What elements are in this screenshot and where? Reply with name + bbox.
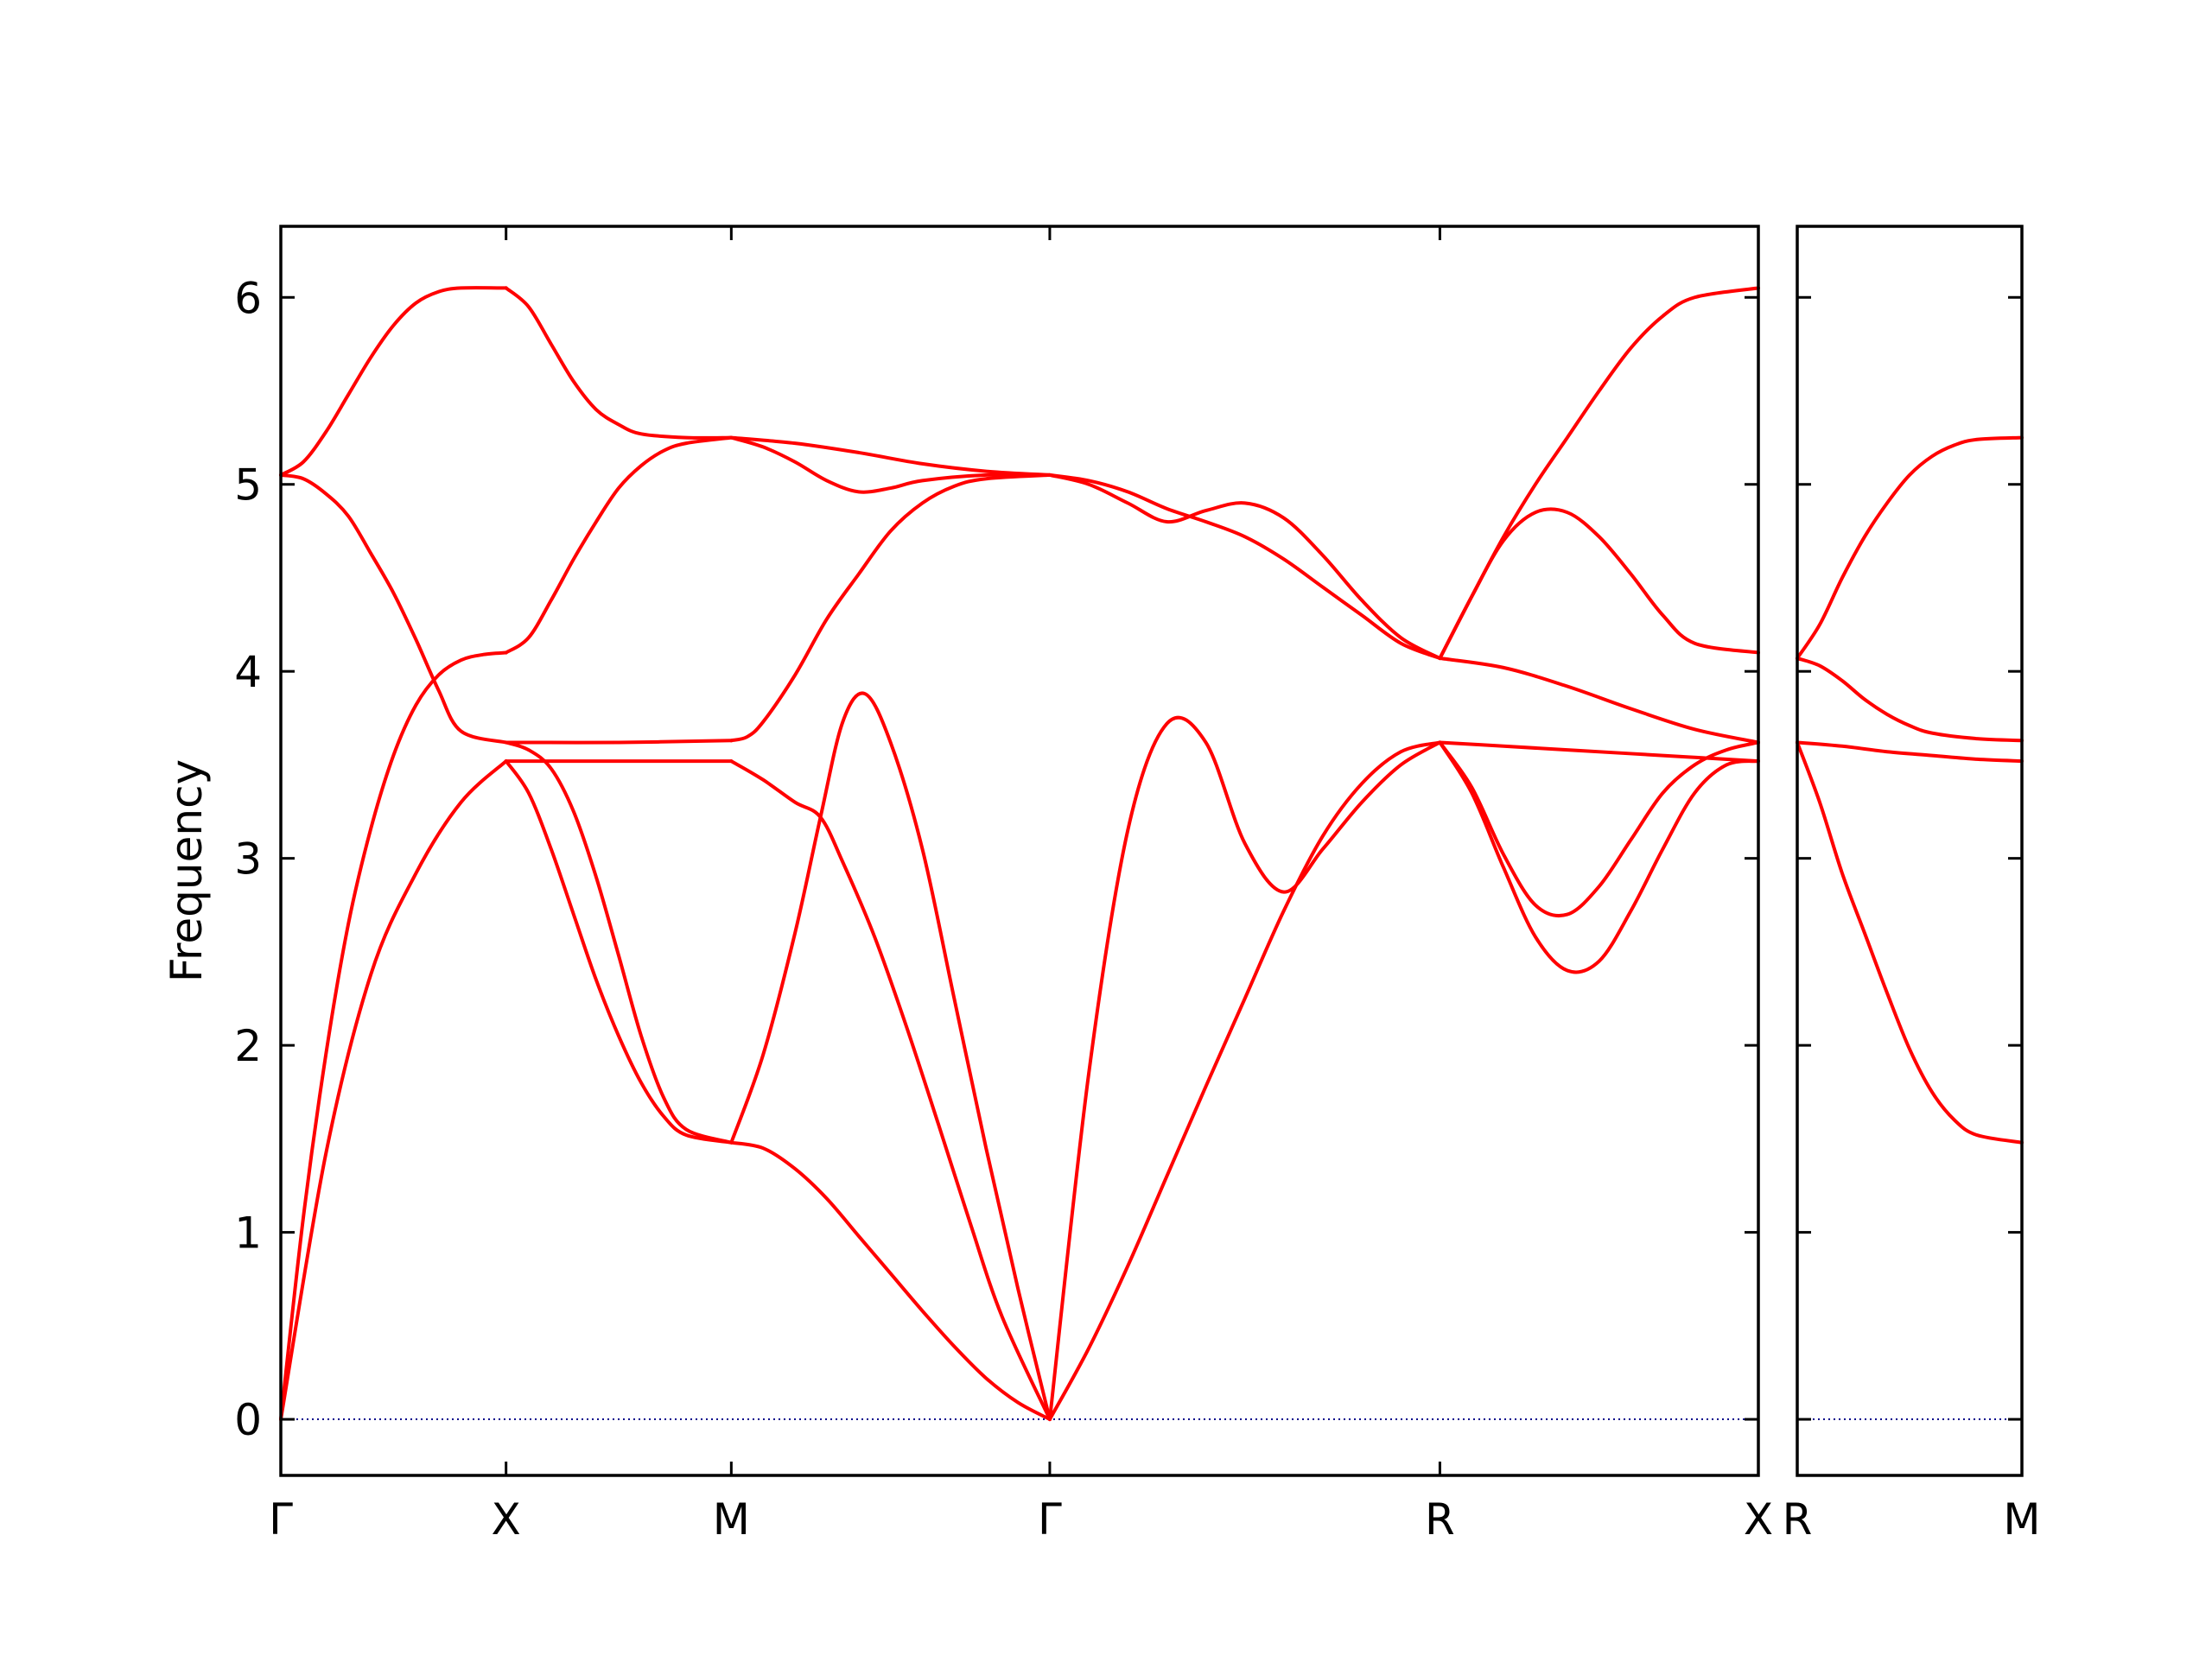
x-tick-label: X <box>1744 1494 1773 1545</box>
x-tick-label: M <box>2003 1494 2040 1545</box>
band-line-Γ-X-3 <box>279 473 508 745</box>
band-line-Γ-R-1 <box>1047 740 1442 1422</box>
band-line-R-M-2 <box>1796 740 2024 764</box>
band-line-Γ-X-1 <box>279 759 508 1422</box>
y-tick-label: 6 <box>234 273 262 323</box>
band-line-Γ-X-4 <box>279 286 508 477</box>
axes-frame <box>1796 225 2024 1477</box>
band-line-M-Γ-1 <box>729 1140 1052 1422</box>
band-line-X-M-6 <box>504 286 734 440</box>
band-line-X-M-1 <box>504 759 734 1145</box>
band-line-X-M-3 <box>504 739 734 745</box>
y-tick-label: 5 <box>234 460 262 511</box>
y-axis-label: Frequency <box>162 759 212 982</box>
band-line-M-Γ-2 <box>729 691 1052 1422</box>
band-line-R-X-2 <box>1438 740 1760 918</box>
band-line-R-M-4 <box>1796 435 2024 661</box>
bands <box>279 286 1760 1422</box>
x-tick-label: R <box>1783 1494 1813 1545</box>
band-line-R-X-5 <box>1438 507 1760 661</box>
band-line-M-Γ-6 <box>729 435 1052 477</box>
band-line-M-Γ-5 <box>729 435 1052 494</box>
band-line-M-Γ-4 <box>729 473 1052 743</box>
band-line-Γ-R-3 <box>1047 473 1442 661</box>
panel-1: 0 1 2 3 4 5 6 Γ X M Γ R X <box>234 225 1773 1545</box>
y-tick-label: 4 <box>234 647 262 697</box>
band-line-Γ-R-4 <box>1047 473 1442 661</box>
band-line-R-X-1 <box>1438 740 1760 974</box>
band-line-Γ-R-2 <box>1047 715 1442 1422</box>
x-tick-label: R <box>1425 1494 1455 1545</box>
x-tick-label: Γ <box>269 1494 293 1545</box>
band-line-Γ-X-2 <box>279 650 508 1422</box>
band-line-R-M-3 <box>1796 657 2024 743</box>
x-tick-label: Γ <box>1038 1494 1062 1545</box>
y-tick-label: 3 <box>234 834 262 885</box>
y-tick-label: 0 <box>234 1395 262 1445</box>
y-tick-label: 2 <box>234 1021 262 1071</box>
band-line-R-X-3 <box>1438 740 1760 764</box>
x-tick-label: X <box>492 1494 521 1545</box>
axes-frame <box>279 225 1760 1477</box>
band-line-R-X-4 <box>1438 657 1760 745</box>
band-line-R-X-6 <box>1438 286 1760 661</box>
band-line-X-M-5 <box>504 435 734 655</box>
band-line-M-Γ-3 <box>729 759 1052 1422</box>
band-line-X-M-2 <box>504 740 734 1145</box>
y-tick-label: 1 <box>234 1208 262 1259</box>
x-tick-label: M <box>713 1494 750 1545</box>
bands <box>1796 435 2024 1145</box>
band-line-R-M-1 <box>1796 740 2024 1145</box>
